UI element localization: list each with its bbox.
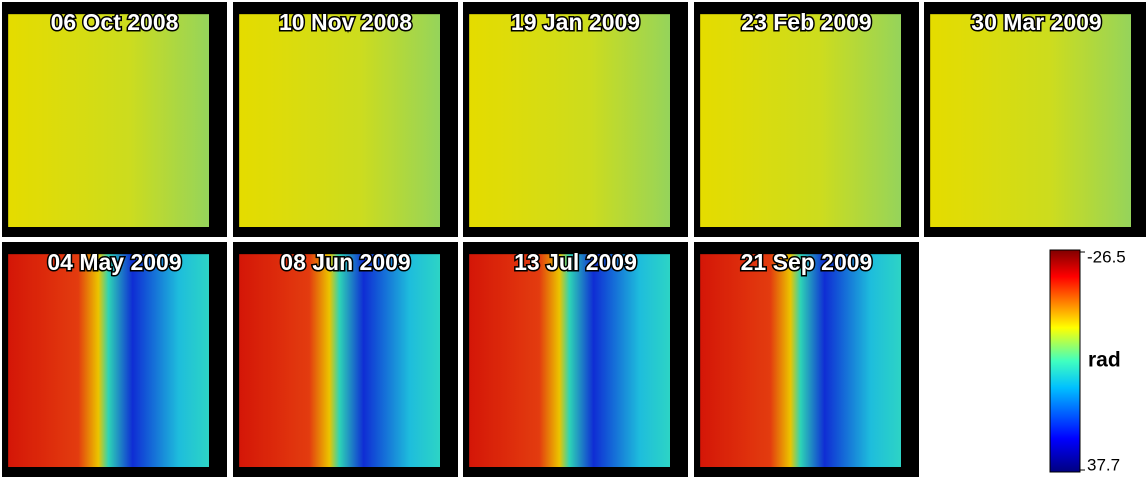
panel-title: 30 Mar 2009 (971, 9, 1101, 35)
colorbar-unit: rad (1088, 349, 1121, 372)
figure: rad 06 Oct 2008 10 Nov 2008 19 Jan 2009 23 … (0, 0, 1146, 479)
panel-title: 08 Jun 2009 (280, 249, 410, 275)
panel-title: 10 Nov 2008 (279, 9, 412, 35)
deformation-map (239, 254, 440, 467)
panel-title: 23 Feb 2009 (741, 9, 871, 35)
deformation-map (700, 14, 901, 227)
colorbar (1050, 250, 1080, 472)
deformation-map (469, 254, 670, 467)
panel-title: 04 May 2009 (47, 249, 181, 275)
panel-title: 13 Jul 2009 (514, 249, 637, 275)
deformation-map (8, 254, 209, 467)
deformation-map (469, 14, 670, 227)
colorbar-label: -26.5 (1087, 247, 1126, 266)
panel-title: 21 Sep 2009 (741, 249, 873, 275)
deformation-map (930, 14, 1131, 227)
deformation-map (8, 14, 209, 227)
deformation-map (700, 254, 901, 467)
panel-title: 06 Oct 2008 (51, 9, 179, 35)
colorbar-label: 37.7 (1087, 455, 1120, 474)
deformation-map (239, 14, 440, 227)
panel-title: 19 Jan 2009 (511, 9, 640, 35)
